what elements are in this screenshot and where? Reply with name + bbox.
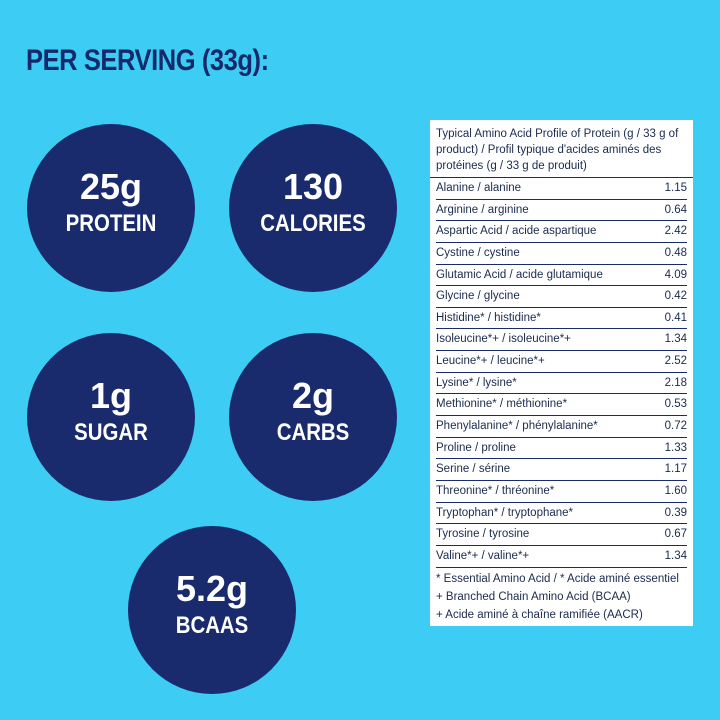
stat-label: SUGAR bbox=[74, 419, 148, 446]
footnote: + Acide aminé à chaîne ramifiée (AACR) bbox=[436, 608, 643, 621]
table-row: Tyrosine / tyrosine 0.67 bbox=[436, 524, 687, 546]
amino-name: Leucine*+ / leucine*+ bbox=[436, 355, 545, 368]
table-row: Isoleucine*+ / isoleucine*+ 1.34 bbox=[436, 329, 687, 352]
amino-value: 2.52 bbox=[664, 355, 687, 368]
amino-name: Cystine / cystine bbox=[436, 246, 520, 259]
amino-value: 4.09 bbox=[664, 268, 687, 281]
table-row: Glycine / glycine 0.42 bbox=[436, 286, 687, 308]
table-row: Alanine / alanine 1.15 bbox=[436, 178, 687, 200]
amino-value: 0.48 bbox=[664, 246, 687, 259]
table-row: Proline / proline 1.33 bbox=[436, 438, 687, 460]
table-row: Valine*+ / valine*+ 1.34 bbox=[436, 546, 687, 568]
table-row: Arginine / arginine 0.64 bbox=[436, 200, 687, 222]
amino-value: 0.67 bbox=[664, 528, 687, 541]
table-row: Leucine*+ / leucine*+ 2.52 bbox=[436, 351, 687, 373]
stat-label: BCAAS bbox=[175, 612, 249, 639]
table-row: Cystine / cystine 0.48 bbox=[436, 243, 687, 265]
amino-name: Lysine* / lysine* bbox=[436, 376, 517, 389]
amino-name: Tyrosine / tyrosine bbox=[436, 528, 530, 541]
stat-circle: 1g SUGAR bbox=[27, 333, 195, 501]
stat-value: 5.2g bbox=[175, 568, 249, 609]
amino-name: Serine / sérine bbox=[436, 463, 511, 476]
table-row: Glutamic Acid / acide glutamique 4.09 bbox=[436, 265, 687, 287]
amino-table: Typical Amino Acid Profile of Protein (g… bbox=[430, 120, 693, 626]
table-row: Threonine* / thréonine* 1.60 bbox=[436, 481, 687, 503]
table-row: Histidine* / histidine* 0.41 bbox=[436, 308, 687, 330]
title: PER SERVING (33g): bbox=[26, 44, 269, 77]
table-row: Lysine* / lysine* 2.18 bbox=[436, 373, 687, 395]
amino-name: Isoleucine*+ / isoleucine*+ bbox=[436, 333, 571, 346]
amino-name: Proline / proline bbox=[436, 441, 516, 454]
table-row: Methionine* / méthionine* 0.53 bbox=[436, 394, 687, 417]
amino-name: Tryptophan* / tryptophane* bbox=[436, 506, 574, 519]
amino-name: Valine*+ / valine*+ bbox=[436, 549, 530, 562]
amino-name: Methionine* / méthionine* bbox=[436, 398, 568, 411]
amino-name: Threonine* / thréonine* bbox=[436, 484, 555, 497]
amino-name: Aspartic Acid / acide aspartique bbox=[436, 225, 597, 238]
amino-value: 1.17 bbox=[664, 463, 687, 476]
stat-value: 25g bbox=[79, 166, 143, 207]
amino-value: 1.34 bbox=[664, 333, 687, 346]
amino-value: 1.34 bbox=[664, 549, 687, 562]
amino-name: Histidine* / histidine* bbox=[436, 311, 541, 324]
table-title: Typical Amino Acid Profile of Protein (g… bbox=[430, 120, 693, 178]
amino-value: 2.42 bbox=[664, 225, 687, 238]
amino-value: 1.33 bbox=[664, 441, 687, 454]
footnote: + Branched Chain Amino Acid (BCAA) bbox=[436, 590, 631, 603]
table-row: Serine / sérine 1.17 bbox=[436, 459, 687, 481]
amino-value: 2.18 bbox=[664, 376, 687, 389]
stat-circle: 130 CALORIES bbox=[229, 124, 397, 292]
footnote: * Essential Amino Acid / * Acide aminé e… bbox=[436, 572, 679, 585]
stat-label: CALORIES bbox=[260, 210, 366, 237]
amino-name: Alanine / alanine bbox=[436, 182, 522, 194]
amino-name: Phenylalanine* / phénylalanine* bbox=[436, 420, 598, 433]
stat-circle: 2g CARBS bbox=[229, 333, 397, 501]
table-row: Phenylalanine* / phénylalanine* 0.72 bbox=[436, 416, 687, 438]
amino-value: 1.15 bbox=[664, 182, 687, 194]
stat-label: PROTEIN bbox=[65, 210, 157, 237]
amino-name: Glutamic Acid / acide glutamique bbox=[436, 268, 603, 281]
table-row: Tryptophan* / tryptophane* 0.39 bbox=[436, 503, 687, 525]
amino-value: 0.64 bbox=[664, 203, 687, 216]
stat-value: 2g bbox=[291, 375, 334, 416]
amino-value: 0.72 bbox=[664, 420, 687, 433]
amino-value: 0.41 bbox=[664, 311, 687, 324]
amino-value: 0.39 bbox=[664, 506, 687, 519]
amino-value: 0.53 bbox=[664, 398, 687, 411]
amino-name: Arginine / arginine bbox=[436, 203, 529, 216]
stat-circle: 5.2g BCAAS bbox=[128, 526, 296, 694]
amino-value: 0.42 bbox=[664, 290, 687, 303]
table-row: Aspartic Acid / acide aspartique 2.42 bbox=[436, 221, 687, 243]
stat-label: CARBS bbox=[276, 419, 350, 446]
stat-value: 130 bbox=[282, 166, 344, 207]
stat-circle: 25g PROTEIN bbox=[27, 124, 195, 292]
amino-value: 1.60 bbox=[664, 484, 687, 497]
footnotes: * Essential Amino Acid / * Acide aminé e… bbox=[430, 568, 693, 626]
stat-value: 1g bbox=[89, 375, 132, 416]
amino-name: Glycine / glycine bbox=[436, 290, 520, 303]
